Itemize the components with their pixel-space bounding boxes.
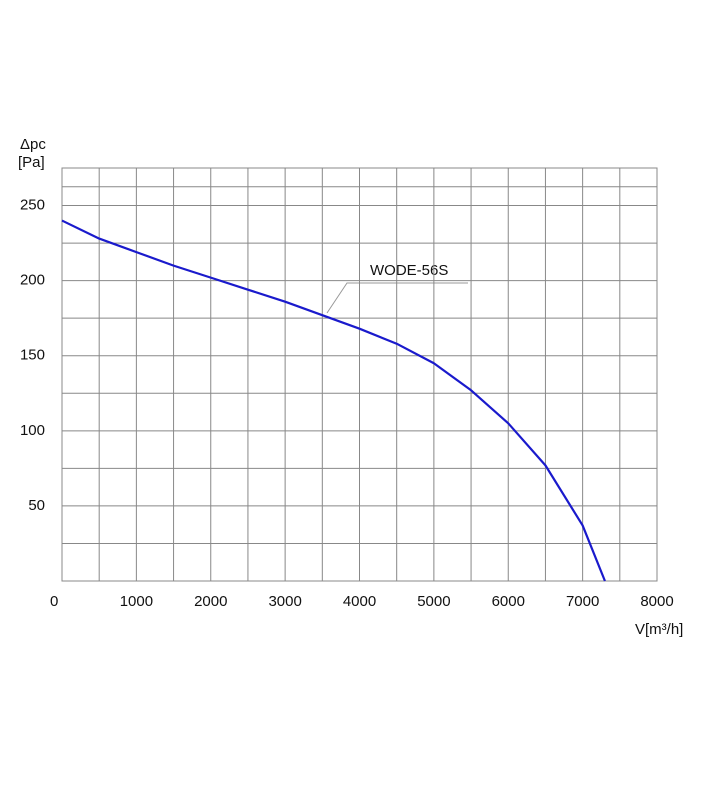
leader-line: [326, 282, 468, 314]
x-tick-label: 4000: [343, 593, 376, 610]
x-tick-label: 7000: [566, 593, 599, 610]
y-tick-label: 250: [20, 197, 45, 214]
y-unit: [Pa]: [18, 154, 45, 171]
x-tick-label: 0: [50, 593, 58, 610]
x-tick-label: 5000: [417, 593, 450, 610]
x-tick-label: 3000: [268, 593, 301, 610]
x-tick-label: 8000: [640, 593, 673, 610]
x-tick-label: 2000: [194, 593, 227, 610]
x-tick-label: 1000: [120, 593, 153, 610]
annotation: WODE-56S: [370, 262, 448, 279]
y-tick-label: 200: [20, 272, 45, 289]
curve: [61, 219, 606, 582]
y-tick-label: 150: [20, 347, 45, 364]
y-label: Δpc: [20, 136, 46, 153]
y-tick-label: 50: [28, 497, 45, 514]
x-label: V[m³/h]: [635, 621, 683, 638]
x-tick-label: 6000: [492, 593, 525, 610]
y-tick-label: 100: [20, 422, 45, 439]
